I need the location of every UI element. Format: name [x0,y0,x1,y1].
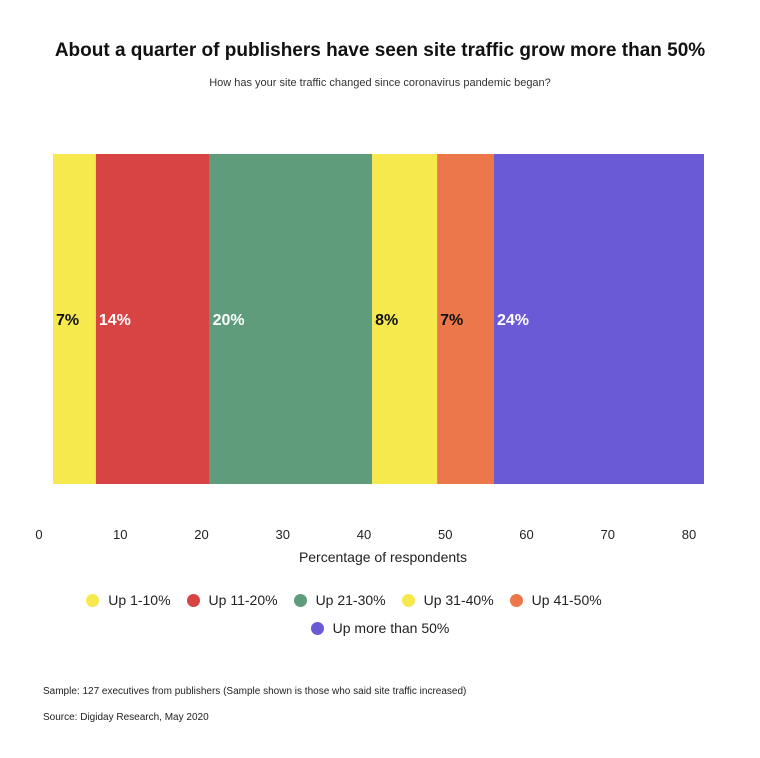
chart-subtitle: How has your site traffic changed since … [209,77,551,89]
x-tick-label: 10 [113,527,127,542]
legend: Up 1-10% Up 11-20% Up 21-30% Up 31-40% Up 41… [60,592,700,636]
x-tick-label: 30 [276,527,290,542]
legend-label: Up 1-10% [108,592,171,608]
legend-label: Up 41-50% [531,592,602,608]
legend-item-5: Up 41-50% [509,592,602,608]
legend-swatch [86,593,100,607]
x-tick-label: 20 [194,527,208,542]
bar-segment-6 [494,154,704,484]
stacked-bar-chart: 7% 14% 20% 8% 7% 24% 0 10 20 30 40 50 60 70 80 Percen… [35,154,704,565]
legend-item-6: Up more than 50% [310,620,450,636]
segment-label-2: 14% [99,312,131,329]
legend-swatch [310,621,324,635]
bar-segment-5 [437,154,494,484]
legend-label: Up 31-40% [423,592,494,608]
legend-label: Up 11-20% [208,592,278,608]
bar-segment-4 [372,154,438,484]
segment-label-5: 7% [440,312,463,329]
source-note: Source: Digiday Research, May 2020 [43,712,209,723]
legend-item-1: Up 1-10% [86,592,171,608]
segment-label-3: 20% [213,312,245,329]
legend-swatch [509,593,523,607]
legend-item-3: Up 21-30% [293,592,386,608]
x-tick-label: 0 [35,527,42,542]
bar-segment-3 [209,154,373,484]
legend-swatch [401,593,415,607]
segment-label-4: 8% [375,312,398,329]
legend-item-4: Up 31-40% [401,592,494,608]
x-tick-label: 70 [601,527,615,542]
x-tick-label: 40 [357,527,371,542]
legend-swatch [186,593,200,607]
legend-item-2: Up 11-20% [186,592,278,608]
x-tick-label: 80 [682,527,696,542]
legend-label: Up 21-30% [315,592,386,608]
bar-segment-2 [95,154,210,484]
chart-title: About a quarter of publishers have seen … [54,40,706,61]
legend-label: Up more than 50% [332,620,450,636]
x-axis-title: Percentage of respondents [299,549,467,565]
x-tick-label: 50 [438,527,452,542]
segment-label-6: 24% [497,312,529,329]
x-tick-label: 60 [519,527,533,542]
bar-segment-1 [53,154,96,484]
legend-swatch [293,593,307,607]
sample-note: Sample: 127 executives from publishers (… [43,686,467,697]
segment-label-1: 7% [56,312,79,329]
